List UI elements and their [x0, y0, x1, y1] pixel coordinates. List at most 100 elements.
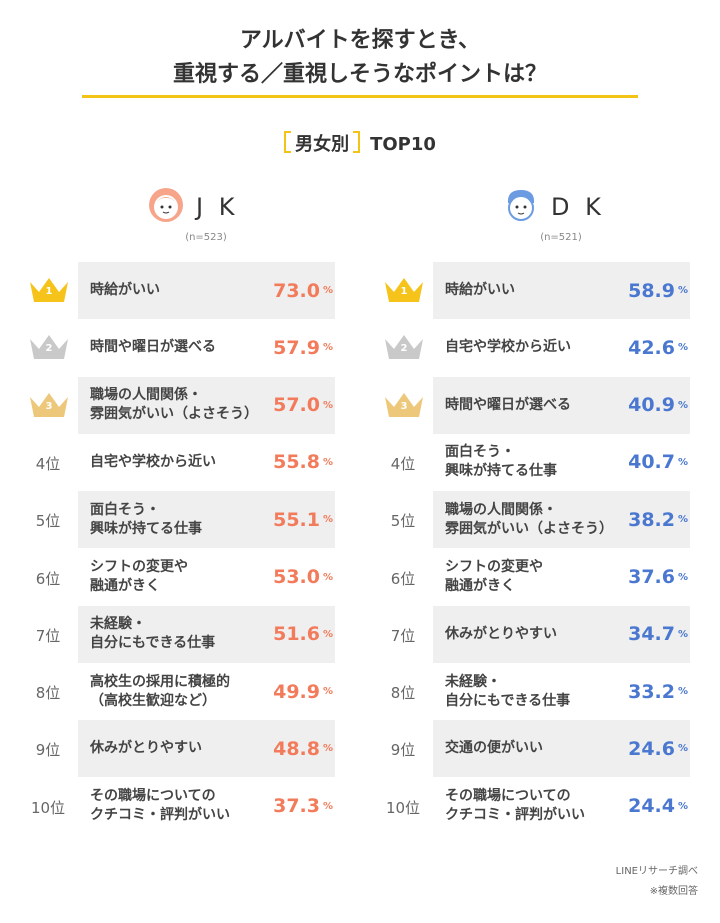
item-label: 休みがとりやすい [90, 740, 202, 757]
unit: % [678, 628, 689, 640]
value: 51.6 [273, 623, 320, 646]
rank: 7位 [390, 626, 416, 645]
unit: % [323, 514, 334, 526]
row: 時間や曜日が選べる 40.9% [433, 376, 690, 434]
item-label: 時給がいい [445, 282, 515, 298]
row: 時間や曜日が選べる 57.9% [78, 319, 335, 377]
rank: 9位 [35, 741, 61, 760]
title-line: 重視する／重視しそうなポイントは？ [172, 62, 547, 87]
unit: % [678, 514, 689, 526]
avatar [146, 185, 186, 229]
group-name: D K [551, 193, 605, 221]
crown: 3 [26, 389, 72, 421]
rank-number: 1 [400, 286, 408, 297]
value: 37.6 [628, 566, 675, 588]
rank: 6位 [35, 569, 61, 588]
item-label: 高校生の採用に積極的 （高校生歓迎など） [90, 673, 230, 709]
item-label: 自宅や学校から近い [445, 339, 571, 356]
item-label: 自宅や学校から近い [90, 453, 216, 470]
item-label: 未経験・ 自分にもできる仕事 [90, 616, 216, 652]
item-label: その職場についての クチコミ・評判がいい [445, 788, 585, 824]
unit: % [323, 628, 334, 640]
rank-number: 3 [45, 400, 53, 412]
unit: % [323, 342, 334, 354]
group-header: J K [146, 185, 238, 229]
value: 53.0 [273, 566, 320, 588]
row: シフトの変更や 融通がきく 37.6% [433, 548, 690, 606]
rank: 6位 [390, 569, 416, 588]
rank-number: 2 [45, 343, 53, 355]
rank: 4位 [35, 454, 61, 473]
unit: % [678, 285, 689, 296]
row: 自宅や学校から近い 55.8% [78, 433, 335, 491]
row: 時給がいい 73.0% [78, 262, 335, 319]
value: 34.7 [628, 623, 675, 646]
value: 42.6 [628, 336, 675, 359]
value: 40.9 [628, 394, 675, 417]
rank: 10位 [385, 798, 421, 817]
item-label: 交通の便がいい [445, 740, 543, 757]
row: 面白そう・ 興味が持てる仕事 40.7% [433, 433, 690, 491]
rank-number: 2 [400, 343, 408, 355]
value: 24.6 [628, 737, 675, 760]
value: 24.4 [628, 795, 675, 818]
item-label: 休みがとりやすい [445, 625, 557, 642]
value: 37.3 [273, 795, 320, 818]
rank: 7位 [35, 626, 61, 645]
title-line: アルバイトを探すとき、 [239, 28, 481, 53]
item-label: 職場の人間関係・ 雰囲気がいい（よさそう） [90, 387, 258, 423]
crown: 1 [381, 274, 427, 306]
unit: % [323, 399, 334, 411]
rank: 5位 [35, 512, 61, 531]
item-label: 未経験・ 自分にもできる仕事 [445, 673, 571, 709]
group-n: (n=521) [540, 232, 582, 243]
unit: % [323, 571, 334, 583]
row: 休みがとりやすい 34.7% [433, 605, 690, 663]
crown: 1 [26, 274, 72, 306]
note: ※複数回答 [649, 886, 698, 897]
value: 33.2 [628, 680, 675, 703]
avatar [501, 185, 541, 229]
unit: % [678, 571, 689, 583]
group-n: (n=523) [185, 232, 227, 243]
item-label: 面白そう・ 興味が持てる仕事 [90, 501, 202, 537]
crown: 3 [381, 389, 427, 421]
row: 面白そう・ 興味が持てる仕事 55.1% [78, 491, 335, 549]
value: 40.7 [628, 451, 675, 474]
unit: % [678, 686, 689, 698]
subtitle: 男女別 TOP10 [0, 130, 720, 156]
crown: 2 [381, 331, 427, 363]
value: 38.2 [628, 508, 675, 531]
rank: 9位 [390, 741, 416, 760]
value: 57.9 [273, 336, 320, 359]
rank: 8位 [390, 684, 416, 703]
unit: % [678, 456, 689, 468]
row: その職場についての クチコミ・評判がいい 37.3% [78, 777, 335, 835]
value: 73.0 [273, 279, 320, 302]
unit: % [323, 285, 334, 296]
row: 職場の人間関係・ 雰囲気がいい（よさそう） 38.2% [433, 491, 690, 549]
subtitle-label: 男女別 [295, 134, 350, 155]
crown: 2 [26, 331, 72, 363]
item-label: その職場についての クチコミ・評判がいい [90, 788, 230, 824]
row: 時給がいい 58.9% [433, 262, 690, 319]
row: 交通の便がいい 24.6% [433, 720, 690, 778]
title-rule [82, 95, 638, 98]
group-name: J K [196, 193, 239, 221]
value: 55.8 [273, 451, 320, 474]
row: その職場についての クチコミ・評判がいい 24.4% [433, 777, 690, 835]
item-label: シフトの変更や 融通がきく [90, 559, 188, 594]
unit: % [323, 800, 334, 812]
item-label: シフトの変更や 融通がきく [445, 559, 543, 594]
value: 57.0 [273, 394, 320, 417]
item-label: 時給がいい [90, 282, 160, 298]
unit: % [678, 800, 689, 812]
rank-number: 1 [45, 286, 53, 297]
unit: % [678, 342, 689, 354]
row: シフトの変更や 融通がきく 53.0% [78, 548, 335, 606]
value: 49.9 [273, 680, 320, 703]
unit: % [678, 399, 689, 411]
item-label: 面白そう・ 興味が持てる仕事 [445, 444, 557, 480]
unit: % [678, 743, 689, 755]
